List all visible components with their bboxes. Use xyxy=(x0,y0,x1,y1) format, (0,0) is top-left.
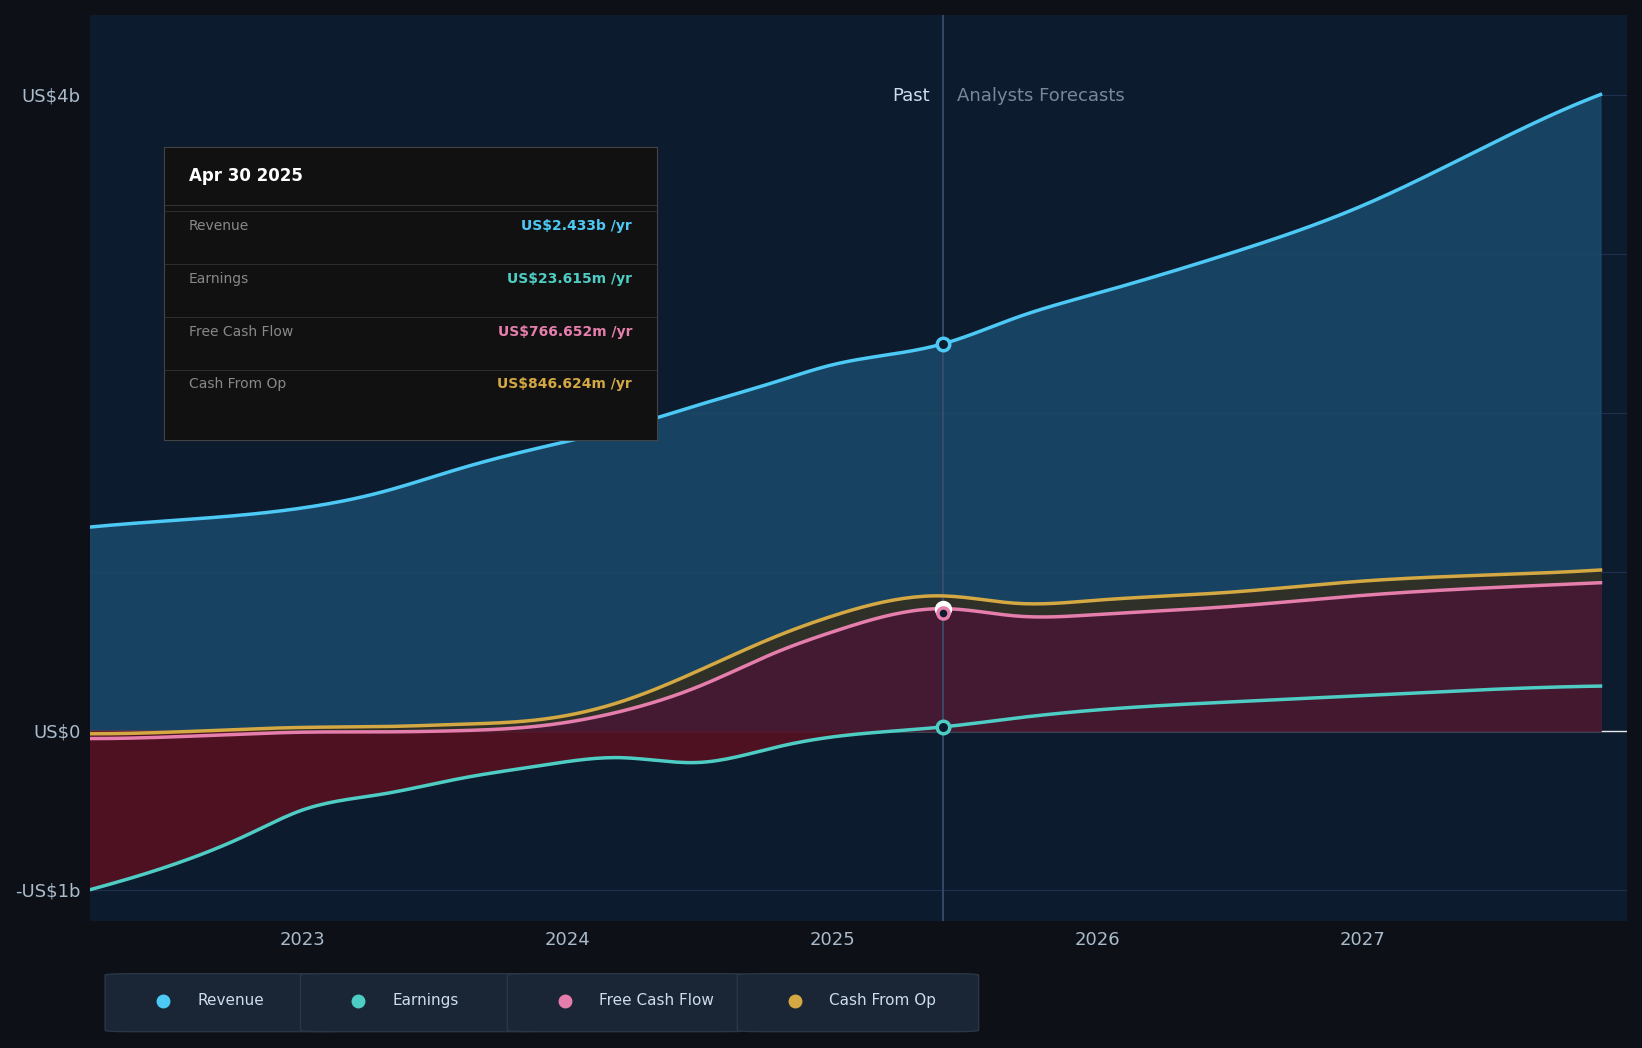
FancyBboxPatch shape xyxy=(105,974,346,1031)
Text: US$766.652m /yr: US$766.652m /yr xyxy=(498,325,632,339)
Text: Analysts Forecasts: Analysts Forecasts xyxy=(957,87,1125,105)
Text: Apr 30 2025: Apr 30 2025 xyxy=(189,167,302,185)
Text: Cash From Op: Cash From Op xyxy=(829,994,936,1008)
Text: Earnings: Earnings xyxy=(392,994,458,1008)
Text: Cash From Op: Cash From Op xyxy=(189,377,286,391)
Text: Revenue: Revenue xyxy=(189,219,250,233)
Text: US$23.615m /yr: US$23.615m /yr xyxy=(507,271,632,286)
Text: US$2.433b /yr: US$2.433b /yr xyxy=(522,219,632,233)
Text: Revenue: Revenue xyxy=(197,994,264,1008)
FancyBboxPatch shape xyxy=(507,974,749,1031)
Text: Earnings: Earnings xyxy=(189,271,250,286)
Text: Free Cash Flow: Free Cash Flow xyxy=(189,325,292,339)
Text: Past: Past xyxy=(893,87,929,105)
Text: US$846.624m /yr: US$846.624m /yr xyxy=(498,377,632,391)
FancyBboxPatch shape xyxy=(300,974,542,1031)
FancyBboxPatch shape xyxy=(737,974,979,1031)
Text: Free Cash Flow: Free Cash Flow xyxy=(599,994,714,1008)
